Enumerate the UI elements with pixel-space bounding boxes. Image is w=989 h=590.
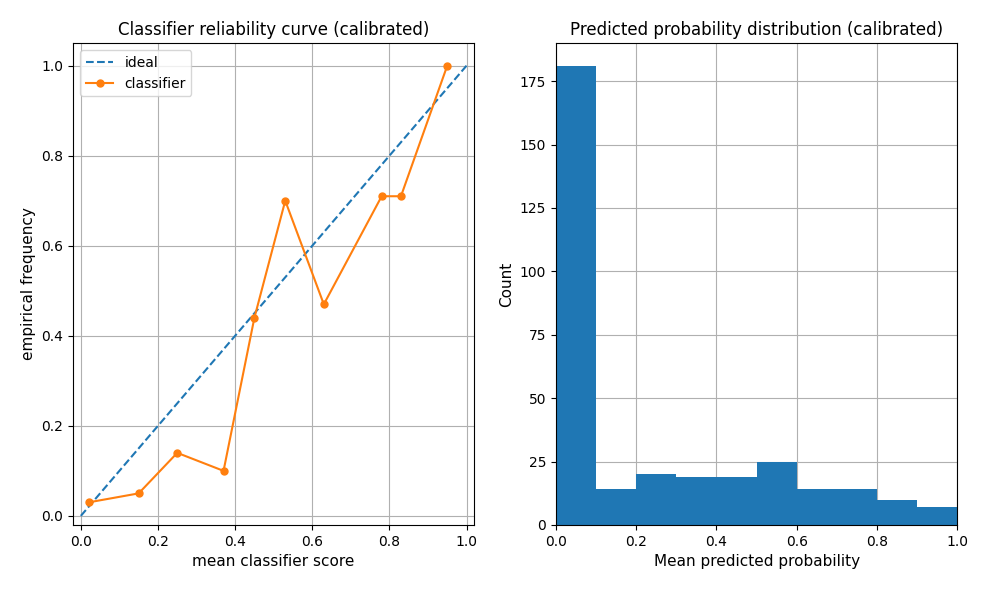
classifier bbox=[395, 193, 406, 200]
Bar bbox=[636, 474, 676, 525]
classifier bbox=[279, 197, 291, 204]
classifier bbox=[218, 467, 229, 474]
classifier bbox=[317, 301, 329, 308]
classifier bbox=[248, 314, 260, 322]
Legend: ideal, classifier: ideal, classifier bbox=[80, 50, 192, 96]
Title: Predicted probability distribution (calibrated): Predicted probability distribution (cali… bbox=[570, 21, 944, 39]
Bar bbox=[797, 489, 837, 525]
Bar bbox=[676, 477, 716, 525]
Y-axis label: empirical frequency: empirical frequency bbox=[21, 208, 36, 360]
Bar bbox=[757, 461, 797, 525]
classifier bbox=[171, 450, 183, 457]
Bar bbox=[556, 66, 596, 525]
Bar bbox=[917, 507, 957, 525]
X-axis label: mean classifier score: mean classifier score bbox=[193, 554, 355, 569]
classifier bbox=[83, 499, 95, 506]
classifier bbox=[441, 62, 453, 69]
Title: Classifier reliability curve (calibrated): Classifier reliability curve (calibrated… bbox=[118, 21, 429, 39]
Bar bbox=[596, 489, 636, 525]
Bar bbox=[877, 500, 917, 525]
classifier bbox=[376, 193, 388, 200]
classifier bbox=[133, 490, 144, 497]
Y-axis label: Count: Count bbox=[499, 261, 514, 307]
Bar bbox=[837, 489, 877, 525]
X-axis label: Mean predicted probability: Mean predicted probability bbox=[654, 554, 859, 569]
Bar bbox=[716, 477, 757, 525]
Line: classifier: classifier bbox=[85, 62, 451, 506]
